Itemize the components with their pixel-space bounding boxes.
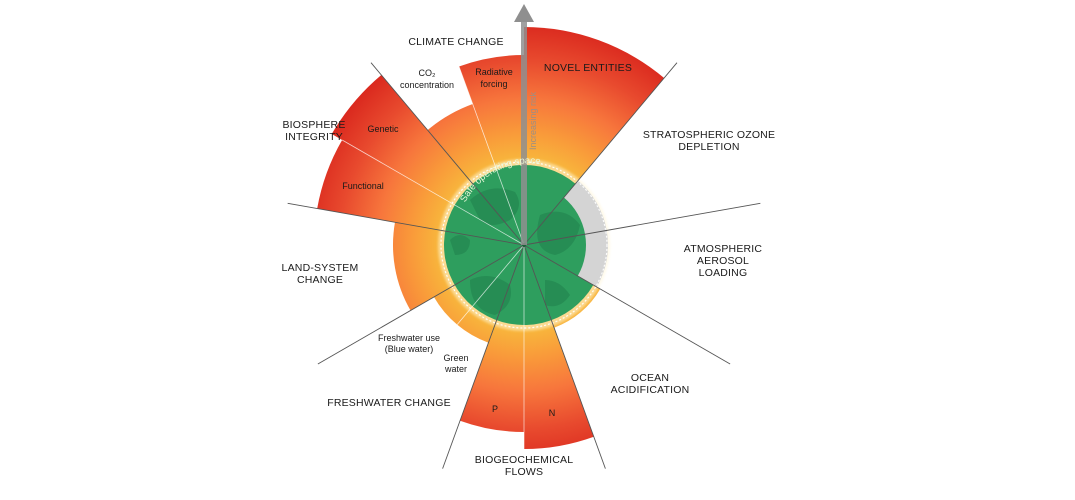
label-aerosol-1: ATMOSPHERIC — [684, 243, 763, 255]
label-land-system-2: CHANGE — [297, 274, 343, 286]
sector-divider — [442, 244, 525, 469]
label-novel-entities: NOVEL ENTITIES — [544, 62, 632, 74]
label-phosphorus: P — [492, 404, 498, 414]
category-labels: CLIMATE CHANGE NOVEL ENTITIES STRATOSPHE… — [282, 36, 775, 478]
continent-shape — [537, 211, 580, 255]
label-ocean-2: ACIDIFICATION — [611, 384, 690, 396]
label-biosphere-1: BIOSPHERE — [282, 119, 345, 131]
label-aerosol-3: LOADING — [699, 267, 748, 279]
label-climate-change: CLIMATE CHANGE — [408, 36, 503, 48]
sub-labels: CO₂ concentration Radiative forcing Gene… — [342, 67, 555, 418]
label-ozone-2: DEPLETION — [678, 141, 739, 153]
label-nitrogen: N — [549, 408, 556, 418]
label-functional: Functional — [342, 181, 384, 191]
sub-sector-divider — [458, 66, 525, 246]
label-co2-2: concentration — [400, 80, 454, 90]
label-green-water-1: Green — [443, 353, 468, 363]
sub-sector-divider — [341, 139, 525, 246]
sector-divider — [370, 62, 525, 246]
sector-divider — [523, 62, 678, 246]
label-blue-water-2: (Blue water) — [385, 344, 434, 354]
sub-sector-divider — [456, 244, 525, 325]
label-blue-water-1: Freshwater use — [378, 333, 440, 343]
label-co2-1: CO₂ — [419, 68, 437, 78]
label-freshwater: FRESHWATER CHANGE — [327, 397, 451, 409]
increasing-risk-arrow — [514, 4, 534, 245]
label-land-system-1: LAND-SYSTEM — [282, 262, 359, 274]
continent-shape — [450, 235, 470, 255]
increasing-risk-label: Increasing risk — [528, 91, 538, 150]
label-biogeochemical-1: BIOGEOCHEMICAL — [475, 454, 573, 466]
label-green-water-2: water — [444, 364, 467, 374]
label-radiative-2: forcing — [480, 79, 507, 89]
continent-shape — [470, 276, 511, 315]
label-aerosol-2: AEROSOL — [697, 255, 749, 267]
label-biosphere-2: INTEGRITY — [285, 131, 343, 143]
label-genetic: Genetic — [367, 124, 399, 134]
sector-divider — [317, 244, 525, 365]
boundary-circle — [440, 161, 608, 329]
sector-divider — [523, 244, 731, 365]
sector-divider — [523, 244, 606, 469]
continent-shape — [545, 280, 570, 307]
label-radiative-1: Radiative — [475, 67, 513, 77]
sector-divider — [287, 202, 525, 246]
sector-divider — [523, 202, 761, 246]
label-biogeochemical-2: FLOWS — [505, 466, 543, 478]
label-ocean-1: OCEAN — [631, 372, 669, 384]
label-ozone-1: STRATOSPHERIC OZONE — [643, 129, 775, 141]
